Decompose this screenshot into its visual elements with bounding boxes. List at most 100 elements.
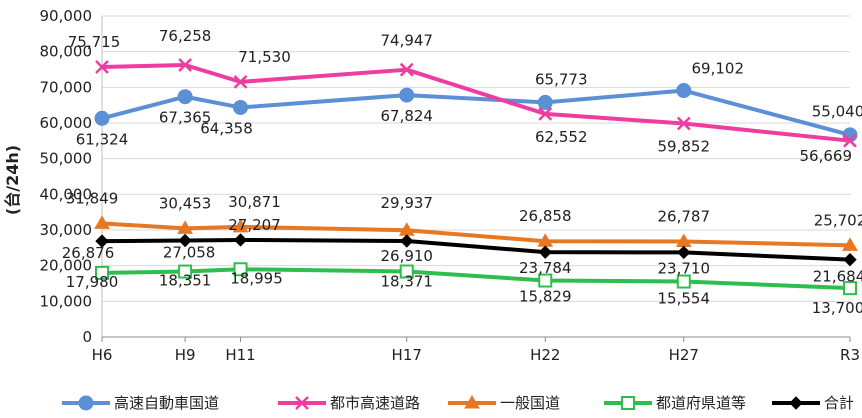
legend-label: 高速自動車国道 (114, 394, 219, 412)
data-point-marker (95, 234, 109, 248)
data-point-marker (676, 274, 691, 289)
y-tick-label: 60,000 (40, 114, 93, 132)
data-point-marker (538, 107, 553, 121)
data-label: 55,040 (812, 103, 862, 121)
legend-label: 一般国道 (500, 394, 560, 412)
data-label: 26,876 (62, 244, 115, 262)
x-tick-label: H17 (392, 346, 422, 364)
data-point-marker (177, 89, 193, 105)
data-point-marker (537, 94, 553, 110)
y-tick-label: 90,000 (40, 7, 93, 25)
series-4 (95, 262, 857, 296)
y-axis-label: (台/24h) (3, 145, 22, 215)
series-line (101, 267, 851, 291)
y-tick-label: 30,000 (40, 221, 93, 239)
data-point-marker (676, 83, 692, 99)
data-label: 64,358 (200, 119, 253, 137)
data-label: 25,702 (814, 211, 862, 229)
x-tick-label: H22 (530, 346, 560, 364)
data-point-marker (677, 245, 691, 260)
data-label: 67,824 (380, 107, 433, 125)
y-tick-label: 10,000 (40, 292, 93, 310)
data-label: 27,058 (163, 243, 216, 261)
data-label: 30,871 (228, 193, 281, 211)
data-label: 67,365 (159, 109, 212, 127)
data-label: 21,684 (813, 268, 862, 286)
legend-entry: 一般国道 (448, 394, 560, 412)
data-label: 15,829 (519, 288, 572, 306)
data-point-marker (178, 233, 192, 248)
x-tick-label: H9 (175, 346, 196, 364)
data-label: 56,669 (800, 147, 853, 165)
data-point-marker (538, 245, 552, 259)
data-label: 17,980 (66, 273, 119, 291)
y-tick-label: 40,000 (40, 185, 93, 203)
data-point-marker (233, 262, 248, 277)
data-label: 18,351 (159, 272, 212, 290)
legend-label: 合計 (824, 394, 854, 412)
data-point-marker (178, 264, 193, 279)
data-label: 26,858 (519, 207, 572, 225)
data-label: 26,787 (658, 207, 711, 225)
x-tick-label: R3 (840, 346, 860, 364)
data-label: 27,207 (228, 216, 281, 234)
data-label: 13,700 (812, 299, 862, 317)
data-point-marker (178, 58, 192, 72)
legend-entry: 高速自動車国道 (62, 394, 219, 412)
y-tick-label: 80,000 (40, 43, 93, 61)
data-point-marker (789, 396, 803, 410)
data-label: 61,324 (76, 130, 129, 148)
data-point-marker (399, 87, 415, 103)
series-3 (94, 215, 858, 251)
data-point-marker (94, 215, 110, 229)
data-point-marker (233, 233, 248, 247)
data-label: 76,258 (159, 27, 212, 45)
data-point-marker (843, 281, 857, 296)
data-label: 18,995 (230, 269, 283, 287)
axes: 0 10,000 20,000 30,000 40,000 50,000 60,000 70,… (40, 7, 860, 364)
y-tick-label: 50,000 (40, 150, 93, 168)
data-point-marker (232, 218, 249, 233)
y-tick-label: 70,000 (40, 78, 93, 96)
series-1 (94, 83, 858, 143)
series-group (94, 58, 858, 296)
data-label: 71,530 (238, 48, 291, 66)
legend-entry: 合計 (772, 394, 854, 412)
data-label: 23,784 (519, 259, 572, 277)
data-point-marker (538, 273, 553, 288)
x-tick-label: H11 (225, 346, 255, 364)
data-label: 62,552 (535, 128, 588, 146)
gridlines (102, 15, 850, 302)
data-point-marker (295, 396, 309, 410)
series-5 (95, 233, 857, 267)
legend-label: 都道府県道等 (656, 394, 746, 412)
data-label: 31,849 (66, 189, 119, 207)
data-point-marker (399, 62, 414, 77)
data-point-marker (621, 396, 635, 410)
y-tick-label: 20,000 (40, 257, 93, 275)
data-label: 29,937 (380, 194, 433, 212)
data-point-marker (843, 133, 857, 148)
series-2 (95, 58, 857, 148)
data-label: 59,852 (658, 138, 711, 156)
data-point-marker (78, 395, 94, 411)
legend-label: 都市高速道路 (330, 394, 420, 412)
data-label: 26,910 (380, 247, 433, 265)
data-label: 18,371 (380, 272, 433, 290)
data-point-marker (400, 234, 414, 248)
x-tick-label: H6 (92, 346, 113, 364)
data-point-marker (233, 99, 249, 115)
data-point-marker (94, 110, 110, 126)
legend: 高速自動車国道 都市高速道路 一般国道 都道府県道等 合計 (62, 394, 854, 412)
data-label: 30,453 (159, 194, 212, 212)
y-tick-label: 0 (82, 328, 92, 346)
data-point-marker (843, 252, 857, 267)
data-point-marker (95, 60, 109, 74)
data-point-marker (676, 116, 691, 131)
data-point-marker (177, 220, 193, 234)
x-tick-label: H27 (669, 346, 699, 364)
data-point-marker (95, 265, 109, 280)
legend-entry: 都道府県道等 (604, 394, 746, 412)
